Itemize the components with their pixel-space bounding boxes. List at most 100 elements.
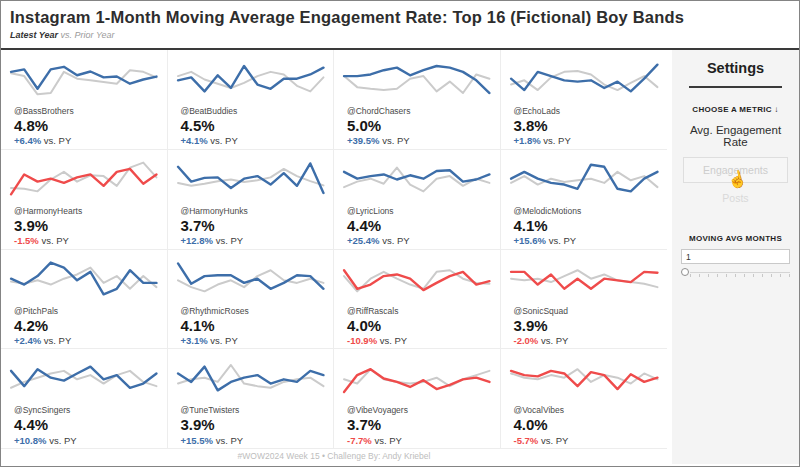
band-value: 4.8% [14, 117, 167, 134]
metric-option-engagements[interactable]: Engagements ☝ [683, 157, 788, 183]
band-tile[interactable]: @MelodicMotions 4.1% +15.6% vs. PY [501, 150, 668, 250]
dashboard-content: @BassBrothers 4.8% +6.4% vs. PY @BeatBud… [1, 50, 799, 464]
sparkline[interactable] [175, 355, 327, 402]
metric-option-avg-engagement-rate[interactable]: Avg. Engagement Rate [681, 124, 790, 148]
band-tile[interactable]: @EchoLads 3.8% +1.8% vs. PY [501, 50, 668, 150]
sparkline[interactable] [175, 156, 327, 203]
band-handle: @MelodicMotions [514, 206, 668, 216]
slider-tick-marks [690, 274, 790, 277]
band-tile[interactable]: @SyncSingers 4.4% +10.8% vs. PY [1, 349, 168, 449]
band-tile[interactable]: @VocalVibes 4.0% -5.7% vs. PY [501, 349, 668, 449]
band-value: 4.4% [347, 217, 500, 234]
band-handle: @PitchPals [14, 306, 167, 316]
page-title: Instagram 1-Month Moving Average Engagem… [10, 8, 799, 27]
band-delta-row: -2.0% vs. PY [514, 335, 668, 346]
sparkline[interactable] [508, 156, 661, 203]
metric-option-engagements-label: Engagements [703, 164, 768, 176]
sparkline[interactable] [341, 156, 493, 203]
sparkline[interactable] [175, 56, 327, 103]
band-delta-row: -1.5% vs. PY [14, 235, 167, 246]
band-delta-row: +6.4% vs. PY [14, 135, 167, 146]
band-delta-row: -5.7% vs. PY [514, 435, 668, 446]
band-delta: -1.5% [14, 235, 39, 246]
band-vs-label: vs. PY [541, 335, 568, 346]
band-delta: +3.1% [181, 335, 208, 346]
band-tile[interactable]: @TuneTwisters 3.9% +15.5% vs. PY [168, 349, 335, 449]
band-delta: -10.9% [347, 335, 377, 346]
sparkline[interactable] [8, 56, 160, 103]
band-delta-row: -10.9% vs. PY [347, 335, 500, 346]
band-delta-row: +10.8% vs. PY [14, 435, 167, 446]
band-delta: +39.5% [347, 135, 380, 146]
band-tile[interactable]: @BeatBuddies 4.5% +4.1% vs. PY [168, 50, 335, 150]
band-vs-label: vs. PY [41, 235, 68, 246]
band-value: 4.1% [514, 217, 668, 234]
sparkline[interactable] [508, 355, 661, 402]
band-delta-row: +3.1% vs. PY [181, 335, 334, 346]
band-delta-row: +12.8% vs. PY [181, 235, 334, 246]
band-vs-label: vs. PY [216, 435, 243, 446]
band-delta-row: -7.7% vs. PY [347, 435, 500, 446]
band-delta-row: +15.5% vs. PY [181, 435, 334, 446]
band-delta: +1.8% [514, 135, 541, 146]
subtitle-vs-prior-year: vs. Prior Year [61, 30, 115, 40]
sparkline[interactable] [508, 256, 661, 303]
sparkline[interactable] [175, 256, 327, 303]
sparkline[interactable] [8, 256, 160, 303]
band-tile[interactable]: @HarmonyHunks 3.7% +12.8% vs. PY [168, 150, 335, 250]
band-value: 4.1% [181, 317, 334, 334]
band-delta-row: +4.1% vs. PY [181, 135, 334, 146]
band-tile[interactable]: @VibeVoyagers 3.7% -7.7% vs. PY [334, 349, 501, 449]
sparkline[interactable] [341, 355, 493, 402]
sparkline[interactable] [341, 256, 493, 303]
band-value: 3.8% [514, 117, 668, 134]
band-value: 3.9% [514, 317, 668, 334]
band-handle: @LyricLions [347, 206, 500, 216]
band-vs-label: vs. PY [374, 435, 401, 446]
sparkline[interactable] [8, 156, 160, 203]
band-vs-label: vs. PY [549, 235, 576, 246]
band-handle: @BeatBuddies [181, 106, 334, 116]
settings-title: Settings [681, 60, 790, 76]
band-delta-row: +15.6% vs. PY [514, 235, 668, 246]
moving-avg-slider[interactable] [681, 268, 790, 277]
band-tile[interactable]: @PitchPals 4.2% +2.4% vs. PY [1, 250, 168, 350]
band-vs-label: vs. PY [210, 135, 237, 146]
band-value: 3.7% [347, 416, 500, 433]
band-vs-label: vs. PY [44, 135, 71, 146]
band-vs-label: vs. PY [210, 335, 237, 346]
band-handle: @HarmonyHunks [181, 206, 334, 216]
band-handle: @RiffRascals [347, 306, 500, 316]
moving-avg-months-input[interactable] [681, 249, 790, 264]
slider-track[interactable] [690, 268, 790, 277]
band-vs-label: vs. PY [380, 335, 407, 346]
band-tile[interactable]: @HarmonyHearts 3.9% -1.5% vs. PY [1, 150, 168, 250]
band-tile[interactable]: @RhythmicRoses 4.1% +3.1% vs. PY [168, 250, 335, 350]
band-value: 4.2% [14, 317, 167, 334]
band-handle: @ChordChasers [347, 106, 500, 116]
band-tile[interactable]: @ChordChasers 5.0% +39.5% vs. PY [334, 50, 501, 150]
band-tile[interactable]: @LyricLions 4.4% +25.4% vs. PY [334, 150, 501, 250]
settings-panel: Settings CHOOSE A METRIC ↓ Avg. Engageme… [672, 50, 799, 464]
band-delta: +25.4% [347, 235, 380, 246]
band-handle: @TuneTwisters [181, 405, 334, 415]
band-delta: -2.0% [514, 335, 539, 346]
band-delta-row: +25.4% vs. PY [347, 235, 500, 246]
band-tile[interactable]: @RiffRascals 4.0% -10.9% vs. PY [334, 250, 501, 350]
band-delta-row: +39.5% vs. PY [347, 135, 500, 146]
slider-handle[interactable] [681, 268, 689, 276]
settings-divider [689, 86, 782, 88]
band-delta: +15.6% [514, 235, 547, 246]
sparkline[interactable] [508, 56, 661, 103]
band-tile[interactable]: @BassBrothers 4.8% +6.4% vs. PY [1, 50, 168, 150]
band-value: 3.9% [181, 416, 334, 433]
band-vs-label: vs. PY [44, 335, 71, 346]
metric-option-posts[interactable]: Posts [681, 192, 790, 204]
sparkline[interactable] [8, 355, 160, 402]
band-value: 4.0% [514, 416, 668, 433]
band-tile[interactable]: @SonicSquad 3.9% -2.0% vs. PY [501, 250, 668, 350]
band-delta: +15.5% [181, 435, 214, 446]
band-vs-label: vs. PY [543, 135, 570, 146]
dashboard: Instagram 1-Month Moving Average Engagem… [0, 0, 800, 467]
sparkline[interactable] [341, 56, 493, 103]
